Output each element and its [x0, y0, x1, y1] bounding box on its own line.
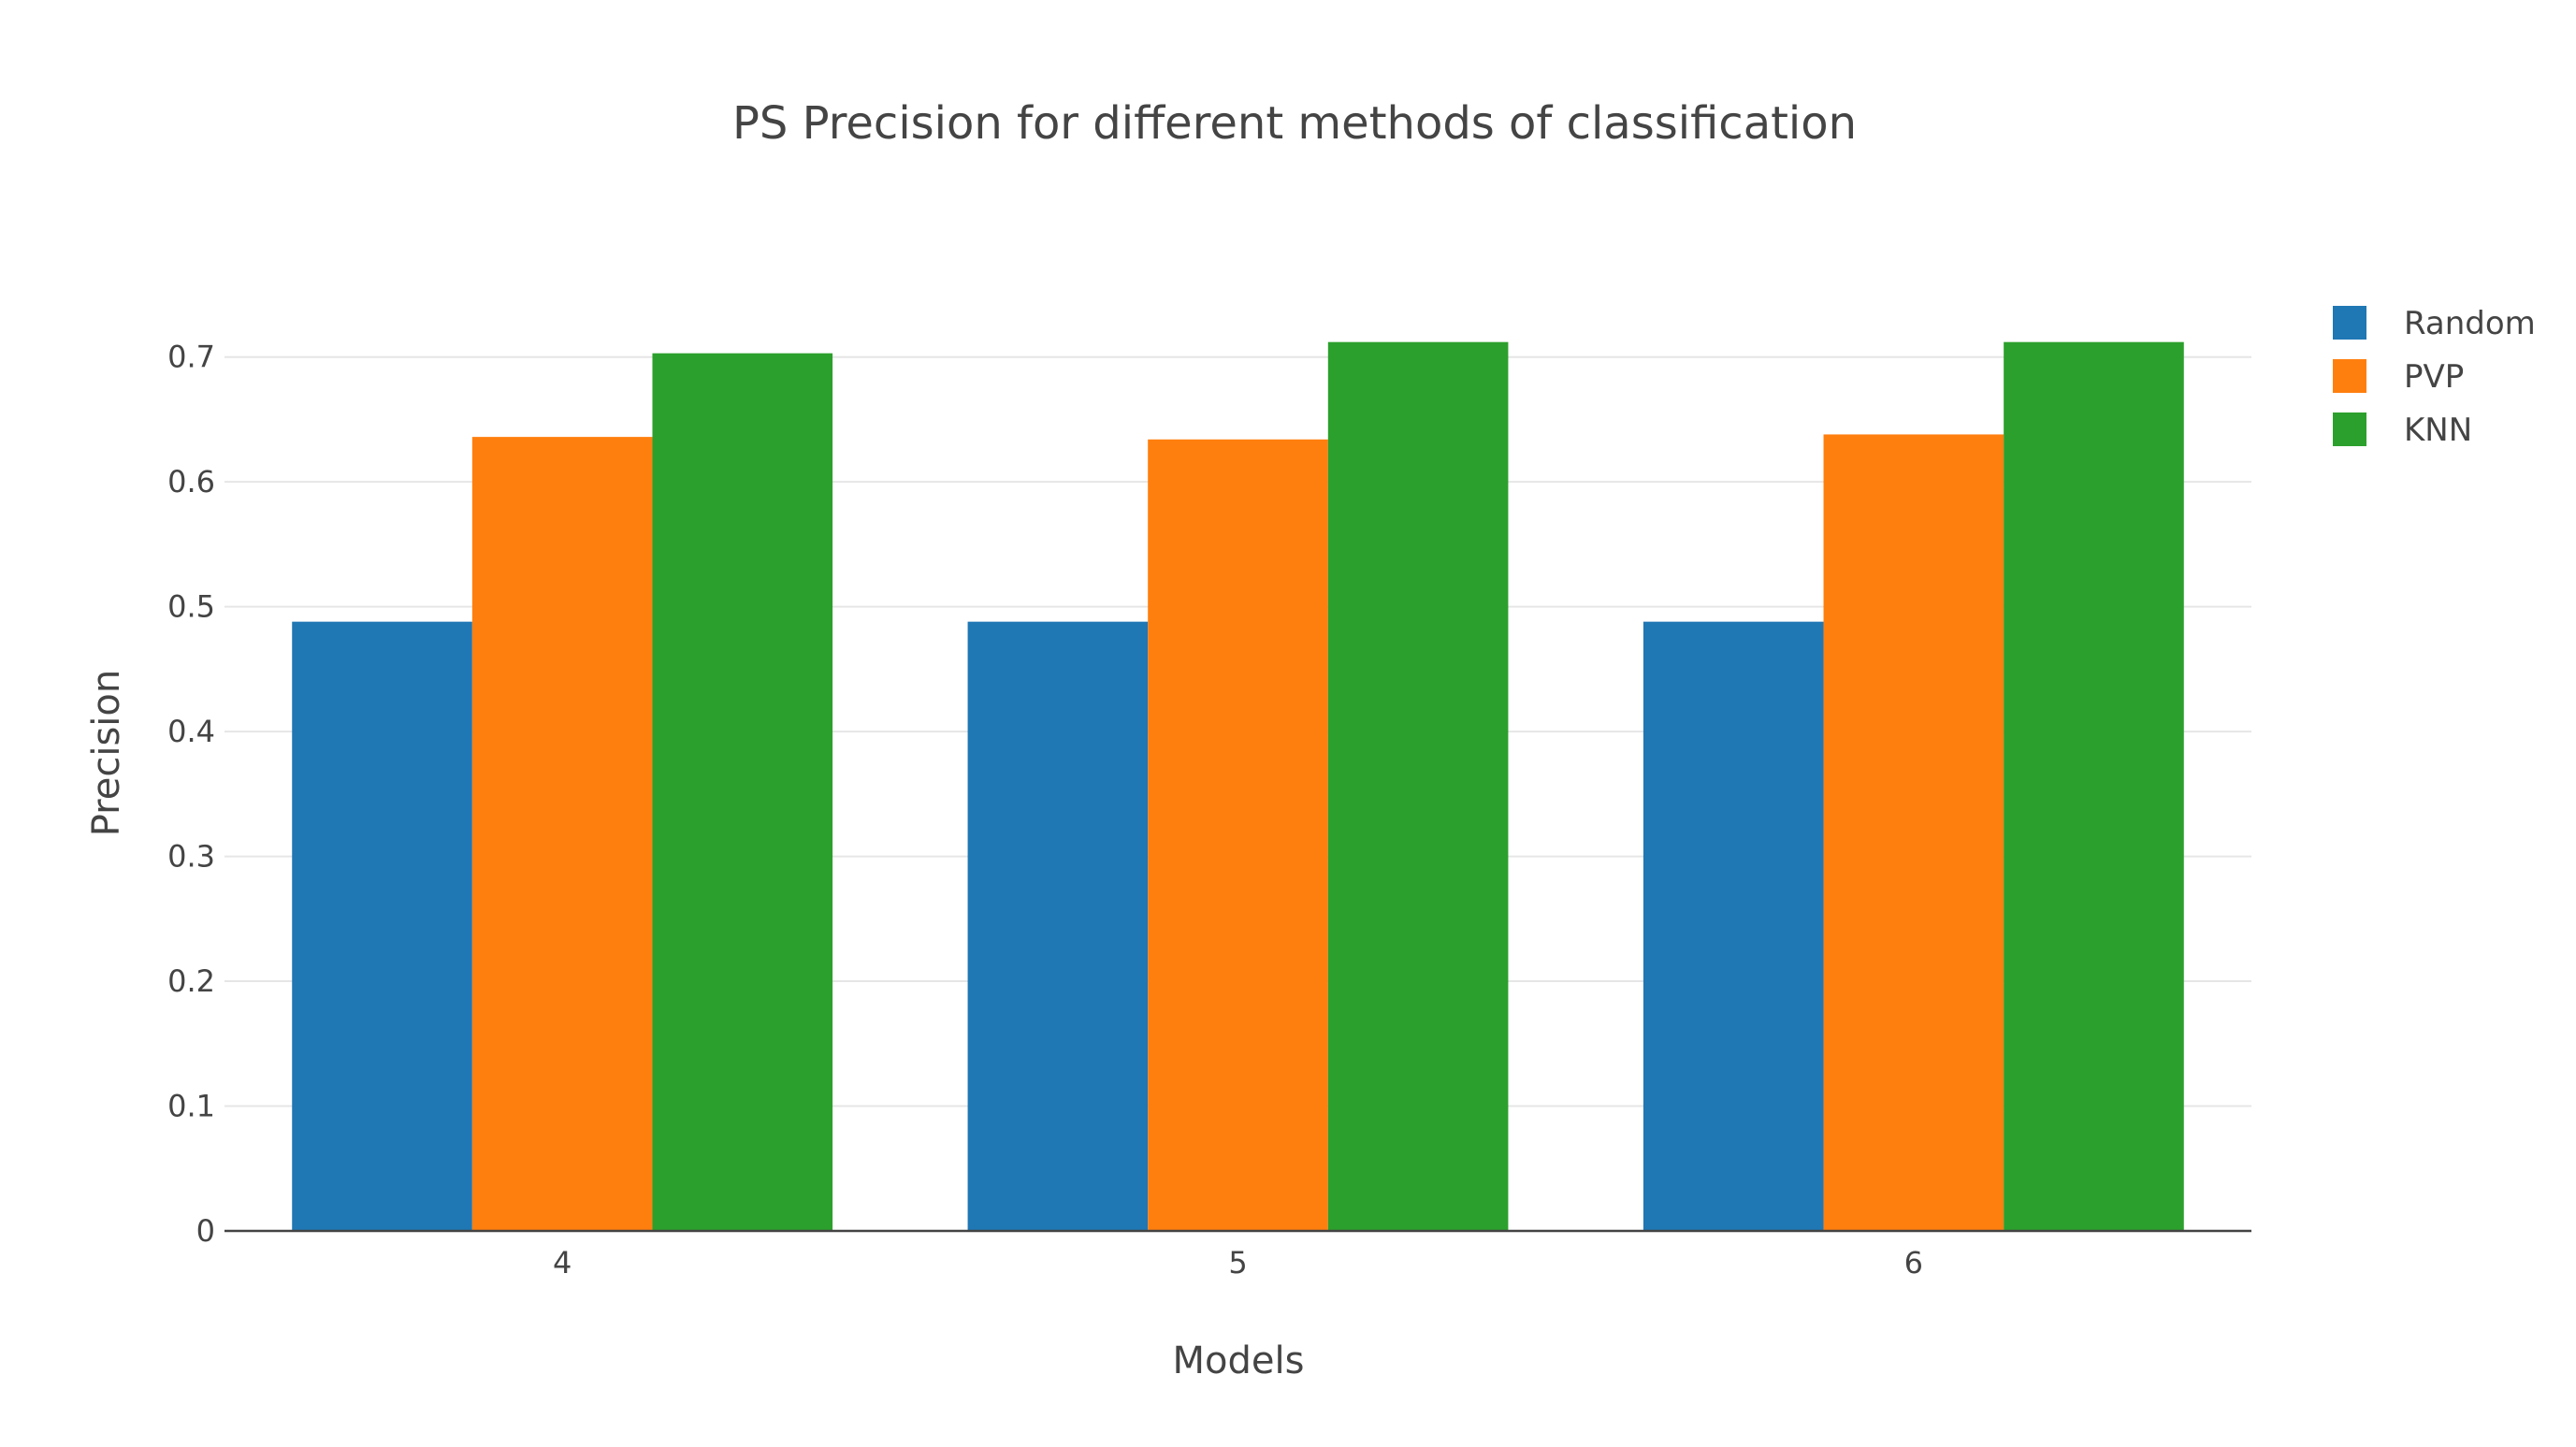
bars: [292, 341, 2184, 1232]
legend-label-random[interactable]: Random: [2404, 305, 2536, 342]
y-tick-label: 0.5: [167, 589, 215, 625]
y-tick-label: 0.2: [167, 963, 215, 999]
bar-pvp-6[interactable]: [1823, 434, 2004, 1231]
legend-swatch-knn[interactable]: [2333, 412, 2366, 446]
y-tick-label: 0.3: [167, 839, 215, 875]
y-tick-label: 0.7: [167, 340, 215, 375]
bar-knn-6[interactable]: [2004, 341, 2184, 1232]
bar-knn-5[interactable]: [1327, 341, 1509, 1232]
chart-title: PS Precision for different methods of cl…: [732, 97, 1857, 150]
y-tick-label: 0.4: [167, 714, 215, 749]
bar-random-5[interactable]: [967, 621, 1149, 1231]
legend: Random PVP KNN: [2333, 305, 2536, 449]
y-tick-label: 0.6: [167, 464, 215, 499]
bar-knn-4[interactable]: [652, 353, 833, 1231]
legend-label-pvp[interactable]: PVP: [2404, 358, 2464, 396]
legend-swatch-random[interactable]: [2333, 306, 2366, 340]
y-axis-title: Precision: [85, 670, 128, 836]
x-tick-label: 4: [553, 1245, 572, 1281]
legend-label-knn[interactable]: KNN: [2404, 412, 2472, 449]
legend-swatch-pvp[interactable]: [2333, 359, 2366, 393]
y-axis-ticks: 0 0.1 0.2 0.3 0.4 0.5 0.6 0.7: [167, 340, 215, 1249]
x-tick-label: 5: [1228, 1245, 1247, 1281]
x-axis-ticks: 4 5 6: [553, 1245, 1923, 1281]
x-tick-label: 6: [1904, 1245, 1923, 1281]
bar-random-4[interactable]: [292, 621, 472, 1231]
y-tick-label: 0.1: [167, 1089, 215, 1124]
bar-random-6[interactable]: [1643, 621, 1824, 1231]
y-tick-label: 0: [196, 1213, 215, 1249]
bar-pvp-5[interactable]: [1148, 439, 1328, 1231]
bar-pvp-4[interactable]: [471, 437, 653, 1231]
x-axis-title: Models: [1173, 1339, 1305, 1382]
